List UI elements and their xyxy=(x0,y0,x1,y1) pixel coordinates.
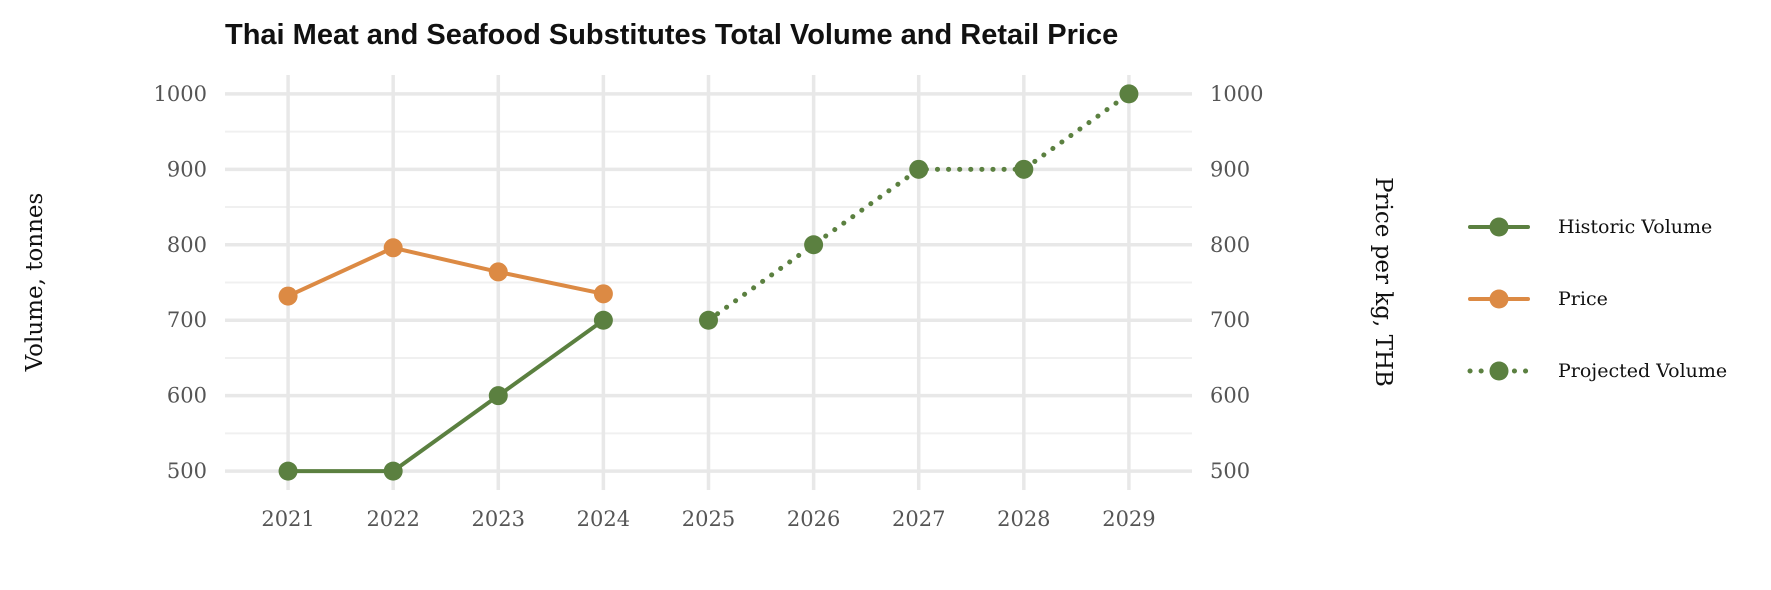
data-point-projected-volume xyxy=(1014,159,1034,179)
legend: Historic Volume Price Projected Volume xyxy=(1467,216,1727,382)
y-tick-label-right: 800 xyxy=(1210,233,1250,257)
x-tick-label: 2029 xyxy=(1102,507,1155,531)
data-point-historic-volume xyxy=(278,461,298,481)
legend-key-marker xyxy=(1489,361,1509,381)
series-line-historic-volume xyxy=(286,318,606,474)
legend-item: Price xyxy=(1468,288,1608,310)
y-tick-label-left: 1000 xyxy=(154,82,207,106)
data-point-price xyxy=(593,284,613,304)
legend-label: Price xyxy=(1558,288,1608,310)
x-tick-label: 2021 xyxy=(261,507,314,531)
series-layer xyxy=(278,84,1139,481)
data-point-price xyxy=(383,238,403,258)
x-tick-label: 2025 xyxy=(682,507,735,531)
y-tick-label-left: 600 xyxy=(167,384,207,408)
y-tick-label-left: 700 xyxy=(167,308,207,332)
data-point-historic-volume xyxy=(593,310,613,330)
data-point-historic-volume xyxy=(488,386,508,406)
y-tick-label-left: 900 xyxy=(167,157,207,181)
y-tick-label-right: 700 xyxy=(1210,308,1250,332)
y-tick-label-right: 1000 xyxy=(1210,82,1263,106)
data-point-projected-volume xyxy=(804,235,824,255)
x-axis: 2021 2022 2023 2024 2025 2026 2027 2028 2029 xyxy=(261,507,1155,531)
x-tick-label: 2026 xyxy=(787,507,840,531)
y-axis-title-left: Volume, tonnes xyxy=(22,193,48,373)
y-axis-right: 500 600 700 800 900 1000 xyxy=(1210,82,1263,483)
y-axis-title-right: Price per kg, THB xyxy=(1370,177,1396,387)
legend-label: Projected Volume xyxy=(1558,360,1727,382)
x-tick-label: 2027 xyxy=(892,507,945,531)
y-tick-label-left: 800 xyxy=(167,233,207,257)
y-tick-label-left: 500 xyxy=(167,459,207,483)
legend-item: Historic Volume xyxy=(1468,216,1712,238)
data-point-price xyxy=(278,286,298,306)
data-point-projected-volume xyxy=(1119,84,1139,104)
legend-item: Projected Volume xyxy=(1467,360,1727,382)
grid xyxy=(225,75,1192,490)
y-tick-label-right: 600 xyxy=(1210,384,1250,408)
y-tick-label-right: 500 xyxy=(1210,459,1250,483)
chart-title: Thai Meat and Seafood Substitutes Total … xyxy=(225,19,1118,51)
y-tick-label-right: 900 xyxy=(1210,157,1250,181)
x-tick-label: 2023 xyxy=(472,507,525,531)
x-tick-label: 2022 xyxy=(366,507,419,531)
series-line-price xyxy=(286,245,606,299)
x-tick-label: 2028 xyxy=(997,507,1050,531)
legend-key-marker xyxy=(1489,217,1509,237)
data-point-price xyxy=(488,262,508,282)
x-tick-label: 2024 xyxy=(577,507,630,531)
y-axis-left: 500 600 700 800 900 1000 xyxy=(154,82,207,483)
legend-key-marker xyxy=(1489,289,1509,309)
data-point-projected-volume xyxy=(699,310,718,330)
data-point-historic-volume xyxy=(383,461,403,481)
data-point-projected-volume xyxy=(909,159,929,179)
legend-label: Historic Volume xyxy=(1558,216,1712,238)
